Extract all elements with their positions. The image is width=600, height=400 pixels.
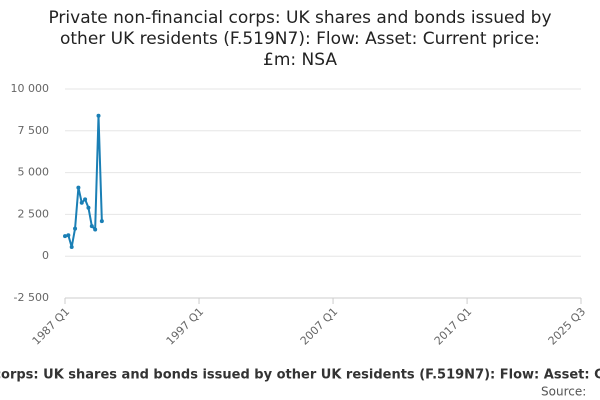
caption: Private non-financial corps: UK shares a… xyxy=(0,368,600,383)
y-tick-label: 2 500 xyxy=(18,207,50,220)
point xyxy=(83,197,88,202)
y-tick-label: -2 500 xyxy=(14,291,49,304)
x-tick-label: 1987 Q1 xyxy=(30,305,73,348)
point xyxy=(89,224,94,229)
chart-title: other UK residents (F.519N7): Flow: Asse… xyxy=(60,29,540,49)
point xyxy=(66,233,71,238)
point xyxy=(96,113,101,118)
point xyxy=(99,219,104,224)
y-tick-label: 5 000 xyxy=(18,166,50,179)
x-tick-label: 1997 Q1 xyxy=(164,305,207,348)
point xyxy=(69,245,74,250)
point xyxy=(86,205,91,210)
source: Source: xyxy=(541,385,586,399)
point xyxy=(73,226,78,231)
point xyxy=(63,234,67,239)
y-tick-label: 7 500 xyxy=(18,124,50,137)
point xyxy=(93,227,98,232)
x-tick-label: 2025 Q3 xyxy=(546,305,589,348)
x-tick-label: 2017 Q1 xyxy=(432,305,475,348)
point xyxy=(79,200,84,205)
point xyxy=(76,185,81,190)
y-tick-label: 0 xyxy=(42,249,49,262)
line xyxy=(64,115,103,248)
x-tick-label: 2007 Q1 xyxy=(298,305,341,348)
chart-title: Private non-financial corps: UK shares a… xyxy=(48,8,551,28)
chart-title: £m: NSA xyxy=(263,50,337,70)
y-tick-label: 10 000 xyxy=(11,82,50,95)
